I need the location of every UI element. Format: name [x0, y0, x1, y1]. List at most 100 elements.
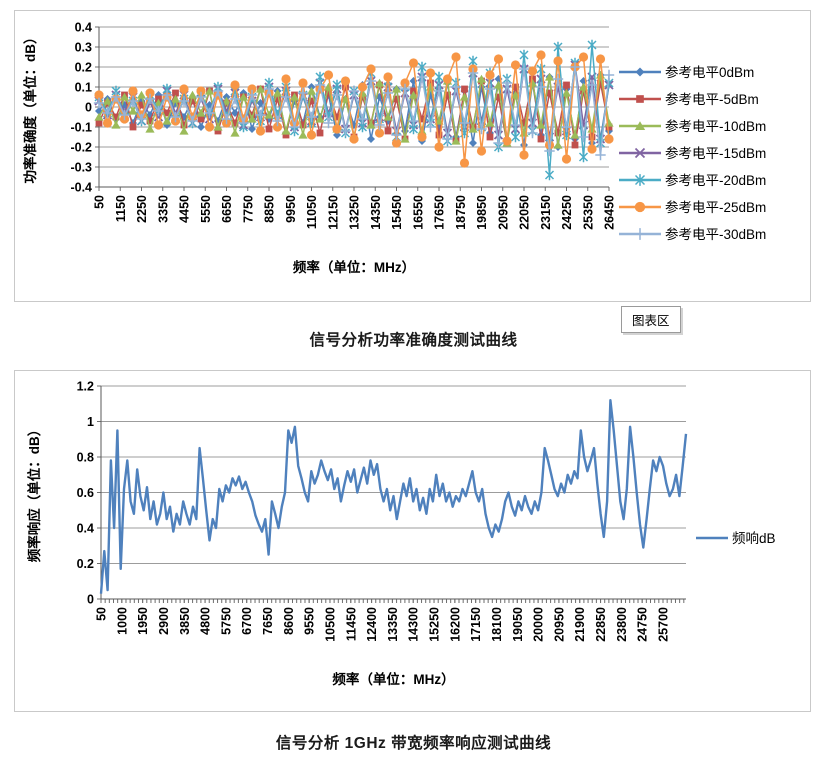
- x-tick-label: 8850: [263, 195, 277, 223]
- series-频响dB[interactable]: [99, 399, 688, 594]
- y-tick-label: -0.2: [70, 141, 92, 155]
- y-tick-label: -0.1: [70, 121, 92, 135]
- x-tick-label: 6700: [240, 607, 254, 635]
- chart2-caption: 信号分析 1GHz 带宽频率响应测试曲线: [275, 735, 552, 752]
- frequency-response-chart[interactable]: 1.2 1 0.8 0.6 0.4 0.2 0 50 1000 1950 2900 3850 4800 5…: [14, 370, 811, 712]
- x-tick-label: 17650: [433, 195, 447, 230]
- x-tick-label: 18100: [490, 607, 504, 642]
- x-tick-label: 2900: [157, 607, 171, 635]
- y-tick-label: 0.3: [75, 41, 92, 55]
- x-axis-tick-labels: 50 1000 1950 2900 3850 4800 5750 6700 7650 8600 95…: [95, 607, 671, 642]
- x-tick-label: 8600: [282, 607, 296, 635]
- legend-item-参考电平-15dBm[interactable]: 参考电平-15dBm: [619, 145, 766, 161]
- x-tick-label: 21900: [573, 607, 587, 642]
- x-tick-label: 23150: [539, 195, 553, 230]
- legend-label: 参考电平-20dBm: [665, 172, 766, 188]
- chart-area-tooltip-label: 图表区: [632, 314, 670, 328]
- x-tick-label: 2250: [135, 195, 149, 223]
- chart-area-tooltip: 图表区: [621, 306, 681, 333]
- x-tick-label: 23800: [615, 607, 629, 642]
- x-tick-label: 20000: [532, 607, 546, 642]
- x-tick-label: 19850: [475, 195, 489, 230]
- x-tick-label: 4800: [199, 607, 213, 635]
- y-tick-label: 0: [87, 593, 94, 607]
- y-tick-label: 0.4: [77, 522, 94, 536]
- x-tick-label: 14350: [369, 195, 383, 230]
- series-line[interactable]: [99, 399, 688, 594]
- legend-item-参考电平-20dBm[interactable]: 参考电平-20dBm: [619, 172, 766, 188]
- x-tick-label: 20950: [552, 607, 566, 642]
- x-tick-label: 6650: [220, 195, 234, 223]
- x-tick-label: 24250: [560, 195, 574, 230]
- x-tick-label: 15250: [428, 607, 442, 642]
- y-tick-label: 0.2: [77, 557, 94, 571]
- x-tick-label: 22850: [594, 607, 608, 642]
- series-line[interactable]: [98, 44, 610, 176]
- legend-label: 参考电平-15dBm: [665, 145, 766, 161]
- y-tick-label: 0: [85, 101, 92, 115]
- y-tick-label: -0.4: [70, 181, 92, 195]
- legend-label: 参考电平0dBm: [665, 64, 754, 80]
- x-tick-label: 50: [93, 195, 107, 209]
- x-tick-label: 12150: [326, 195, 340, 230]
- legend-item-参考电平-10dBm[interactable]: 参考电平-10dBm: [619, 118, 766, 134]
- y-tick-label: 0.6: [77, 486, 94, 500]
- y-tick-label: 1.2: [77, 380, 94, 394]
- power-accuracy-chart-canvas[interactable]: 0.4 0.3 0.2 0.1 0 -0.1 -0.2 -0.3 -0.450 1150 2250 3…: [15, 11, 808, 299]
- legend: 参考电平0dBm 参考电平-5dBm 参考电平-10dBm 参考电平-15dBm 参考电…: [619, 64, 766, 242]
- x-tick-label: 25700: [656, 607, 670, 642]
- frequency-response-chart-canvas[interactable]: 1.210.80.60.40.2050 1000 1950 2900 3850 4800 5…: [15, 371, 808, 709]
- legend-item-参考电平-30dBm[interactable]: 参考电平-30dBm: [619, 226, 766, 242]
- x-axis-ticks: [100, 599, 685, 603]
- x-tick-label: 26450: [603, 195, 617, 230]
- x-tick-label: 14300: [407, 607, 421, 642]
- x-tick-label: 3350: [156, 195, 170, 223]
- power-accuracy-chart[interactable]: 0.4 0.3 0.2 0.1 0 -0.1 -0.2 -0.3 -0.4 50 1150 2250 3…: [14, 10, 811, 302]
- legend-item-频响dB[interactable]: 频响dB: [696, 531, 776, 546]
- x-tick-label: 7750: [241, 195, 255, 223]
- x-tick-label: 10500: [323, 607, 337, 642]
- legend-label: 参考电平-30dBm: [665, 226, 766, 242]
- x-tick-label: 5750: [219, 607, 233, 635]
- x-tick-label: 22050: [518, 195, 532, 230]
- x-axis-ticks: [98, 187, 610, 191]
- legend: 频响dB: [696, 531, 776, 546]
- x-tick-label: 3850: [178, 607, 192, 635]
- legend-label: 参考电平-25dBm: [665, 199, 766, 215]
- chart1-caption: 信号分析功率准确度测试曲线: [309, 332, 518, 349]
- x-tick-label: 1950: [136, 607, 150, 635]
- x-tick-label: 1150: [114, 195, 128, 222]
- x-tick-label: 11450: [344, 607, 358, 641]
- series-参考电平-30dBm[interactable]: [93, 61, 615, 161]
- x-tick-label: 12400: [365, 607, 379, 642]
- y-axis-tick-labels: 0.4 0.3 0.2 0.1 0 -0.1 -0.2 -0.3 -0.4: [70, 21, 92, 195]
- y-tick-label: 0.1: [75, 81, 92, 95]
- legend-label: 参考电平-5dBm: [665, 91, 759, 107]
- legend-label: 参考电平-10dBm: [665, 118, 766, 134]
- y-tick-label: -0.3: [70, 161, 92, 175]
- x-tick-label: 7650: [261, 607, 275, 635]
- x-tick-label: 18750: [454, 195, 468, 230]
- y-tick-label: 0.8: [77, 451, 94, 465]
- legend-item-参考电平0dBm[interactable]: 参考电平0dBm: [619, 64, 754, 80]
- x-axis-title: 频率（单位：MHz）: [332, 671, 454, 687]
- legend-label: 频响dB: [732, 531, 776, 546]
- x-axis-tick-labels: 50 1150 2250 3350 4450 5550 6650 7750 8850 9950 11…: [93, 195, 617, 230]
- y-axis-title: 频率响应（单位：dB）: [26, 423, 42, 563]
- x-tick-label: 11050: [305, 195, 319, 229]
- x-tick-label: 4450: [178, 195, 192, 223]
- x-tick-label: 17150: [469, 607, 483, 642]
- y-axis-title: 功率准确度（单位：dB）: [22, 31, 38, 184]
- x-tick-label: 25350: [581, 195, 595, 230]
- x-tick-label: 5550: [199, 195, 213, 223]
- x-axis-title: 频率（单位：MHz）: [293, 259, 415, 275]
- x-tick-label: 50: [95, 607, 109, 621]
- x-tick-label: 1000: [115, 607, 129, 635]
- legend-item-参考电平-25dBm[interactable]: 参考电平-25dBm: [619, 199, 766, 215]
- y-axis-tick-labels: 1.2 1 0.8 0.6 0.4 0.2 0: [77, 380, 94, 607]
- x-tick-label: 20950: [496, 195, 510, 230]
- x-tick-label: 16550: [411, 195, 425, 230]
- x-tick-label: 15450: [390, 195, 404, 230]
- legend-item-参考电平-5dBm[interactable]: 参考电平-5dBm: [619, 91, 759, 107]
